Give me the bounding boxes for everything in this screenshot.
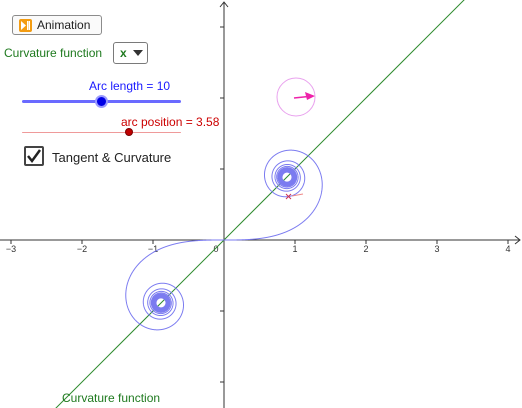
osculating-circle[interactable] — [276, 77, 316, 117]
arrow-icon — [305, 92, 315, 100]
chevron-down-icon — [132, 50, 143, 56]
play-pause-icon — [19, 18, 32, 32]
origin-label: 0 — [213, 244, 218, 254]
x-axis-arrow-icon — [514, 235, 521, 245]
tangent-curvature-checkbox[interactable] — [24, 146, 44, 166]
x-tick-label: −1 — [148, 244, 158, 254]
x-tick-label: 1 — [292, 244, 297, 254]
curvature-spiral-curve[interactable] — [125, 149, 323, 331]
curvature-select-label: Curvature function — [4, 46, 103, 60]
arc-length-label: Arc length = 10 — [89, 79, 171, 93]
animation-label: Animation — [37, 18, 91, 32]
animation-button[interactable]: Animation — [12, 15, 102, 35]
arc-position-label: arc position = 3.58 — [121, 115, 220, 129]
x-tick-label: 3 — [434, 244, 439, 254]
arc-length-slider-handle[interactable] — [95, 95, 108, 108]
curve-point-marker[interactable] — [285, 193, 292, 200]
arc-position-slider-track[interactable] — [22, 132, 181, 133]
tangent-line[interactable] — [54, 0, 466, 408]
curve-label: Curvature function — [62, 391, 160, 405]
arc-position-slider-handle[interactable] — [125, 128, 133, 136]
x-tick-label: 4 — [505, 244, 510, 254]
x-tick-label: 2 — [363, 244, 368, 254]
checkmark-icon — [27, 149, 42, 164]
x-tick-label: −2 — [77, 244, 87, 254]
point-tangent-stub — [291, 193, 304, 197]
x-tick-label: −3 — [6, 244, 16, 254]
y-axis-arrow-icon — [219, 1, 229, 8]
curvature-function-select[interactable]: x — [113, 42, 148, 64]
curvature-select-value: x — [120, 46, 127, 60]
tangent-curvature-label: Tangent & Curvature — [52, 150, 172, 165]
